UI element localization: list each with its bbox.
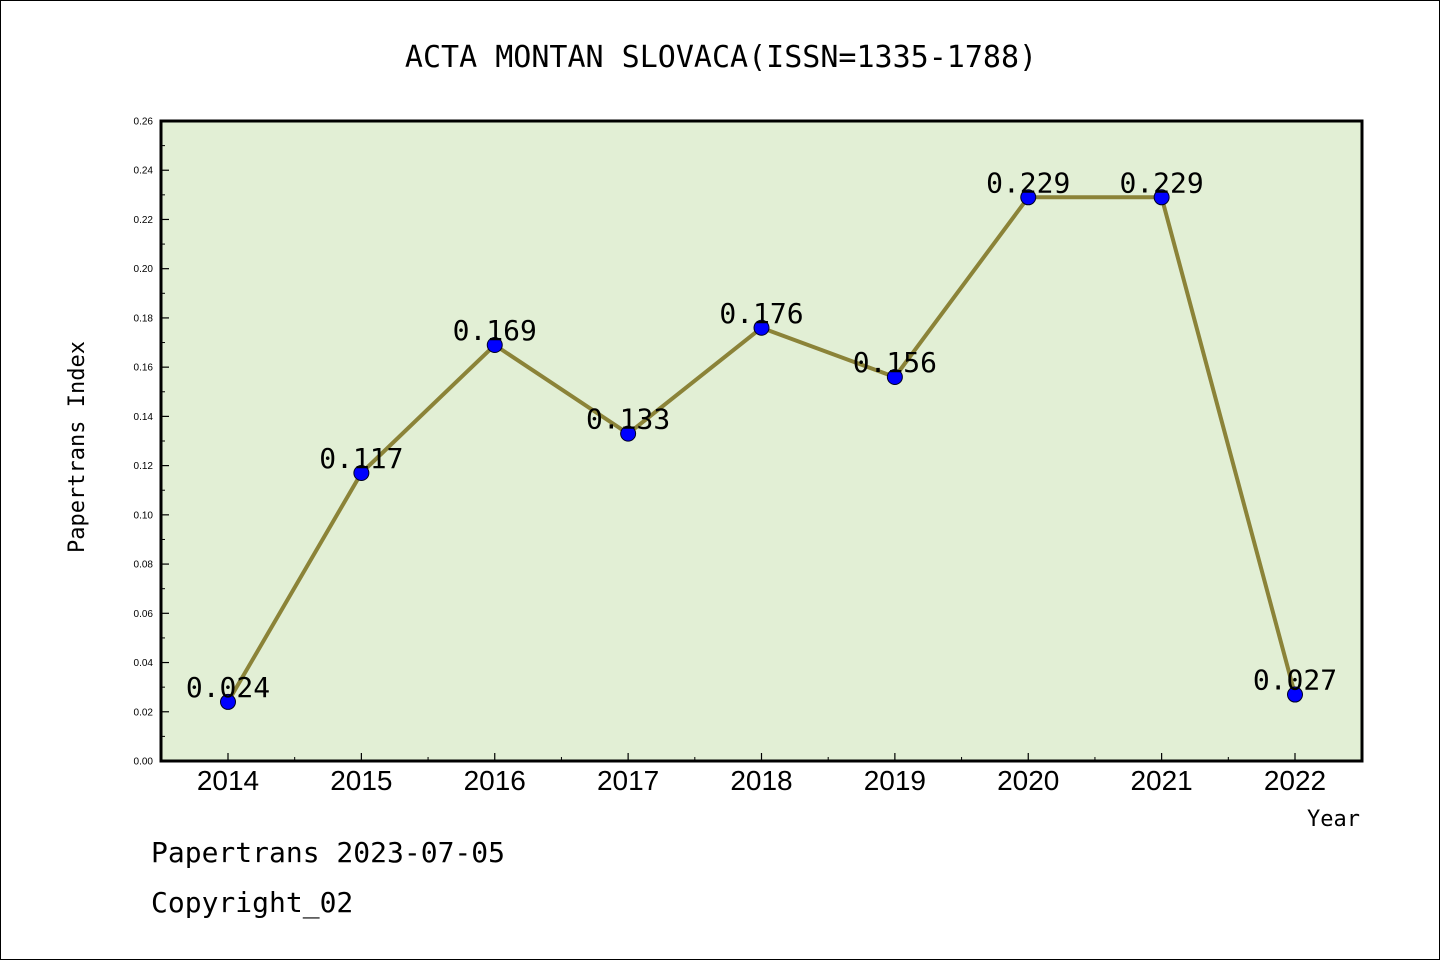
data-label: 0.169 — [453, 314, 537, 347]
x-tick-label: 2021 — [1130, 765, 1192, 796]
plot-border — [159, 119, 1364, 763]
series-markers — [220, 189, 1303, 710]
x-axis-label: Year — [1307, 807, 1360, 832]
y-axis-label: Papertrans Index — [65, 341, 90, 553]
y-tick-label: 0.18 — [134, 313, 154, 324]
x-tick-label: 2016 — [464, 765, 526, 796]
y-tick-label: 0.24 — [134, 166, 154, 177]
data-point — [1287, 686, 1303, 703]
data-point — [486, 337, 503, 353]
y-tick-label: 0.04 — [134, 658, 154, 669]
y-tick-label: 0.02 — [134, 707, 154, 718]
data-label: 0.133 — [586, 403, 670, 436]
data-point — [620, 425, 637, 442]
data-point — [1020, 189, 1037, 206]
y-tick-labels: 0.00 0.02 0.04 0.06 0.08 0.10 0.12 0.14 0.16 0.18… — [134, 117, 154, 768]
data-point — [1153, 189, 1170, 206]
data-label: 0.229 — [986, 166, 1070, 199]
data-point — [886, 369, 903, 385]
x-tick-label: 2019 — [864, 765, 926, 796]
y-tick-label: 0.16 — [134, 363, 154, 374]
y-tick-label: 0.12 — [134, 461, 154, 472]
y-tick-label: 0.00 — [134, 757, 154, 768]
footer-copyright: Copyright_02 — [151, 886, 354, 919]
data-label: 0.024 — [186, 671, 270, 704]
footer-date: Papertrans 2023-07-05 — [151, 836, 506, 869]
x-tick-label: 2014 — [197, 765, 259, 796]
y-tick-label: 0.08 — [134, 560, 154, 571]
y-tick-label: 0.22 — [134, 215, 154, 226]
chart-title: ACTA MONTAN SLOVACA(ISSN=1335-1788) — [405, 40, 1037, 75]
data-labels: 0.024 0.117 0.169 0.133 0.176 0.156 0.229 0.229… — [186, 166, 1337, 704]
y-tick-label: 0.20 — [134, 264, 154, 275]
x-tick-label: 2018 — [730, 765, 792, 796]
y-tick-label: 0.10 — [134, 510, 154, 521]
y-tick-label: 0.26 — [134, 117, 154, 128]
data-label: 0.027 — [1253, 664, 1337, 697]
y-tick-label: 0.06 — [134, 609, 154, 620]
data-label: 0.229 — [1119, 166, 1203, 199]
x-tick-label: 2020 — [997, 765, 1059, 796]
x-tick-labels: 2014 2015 2016 2017 2018 2019 2020 2021 2022 — [197, 765, 1326, 796]
y-tick-label: 0.14 — [134, 412, 154, 423]
x-tick-label: 2022 — [1264, 765, 1326, 796]
data-label: 0.176 — [719, 297, 803, 330]
x-tick-label: 2015 — [330, 765, 392, 796]
data-point — [753, 319, 770, 336]
data-label: 0.156 — [853, 346, 937, 379]
data-point — [353, 465, 370, 481]
data-point — [220, 693, 236, 710]
data-label: 0.117 — [319, 442, 403, 475]
x-tick-label: 2017 — [597, 765, 659, 796]
plot-area — [161, 121, 1362, 761]
